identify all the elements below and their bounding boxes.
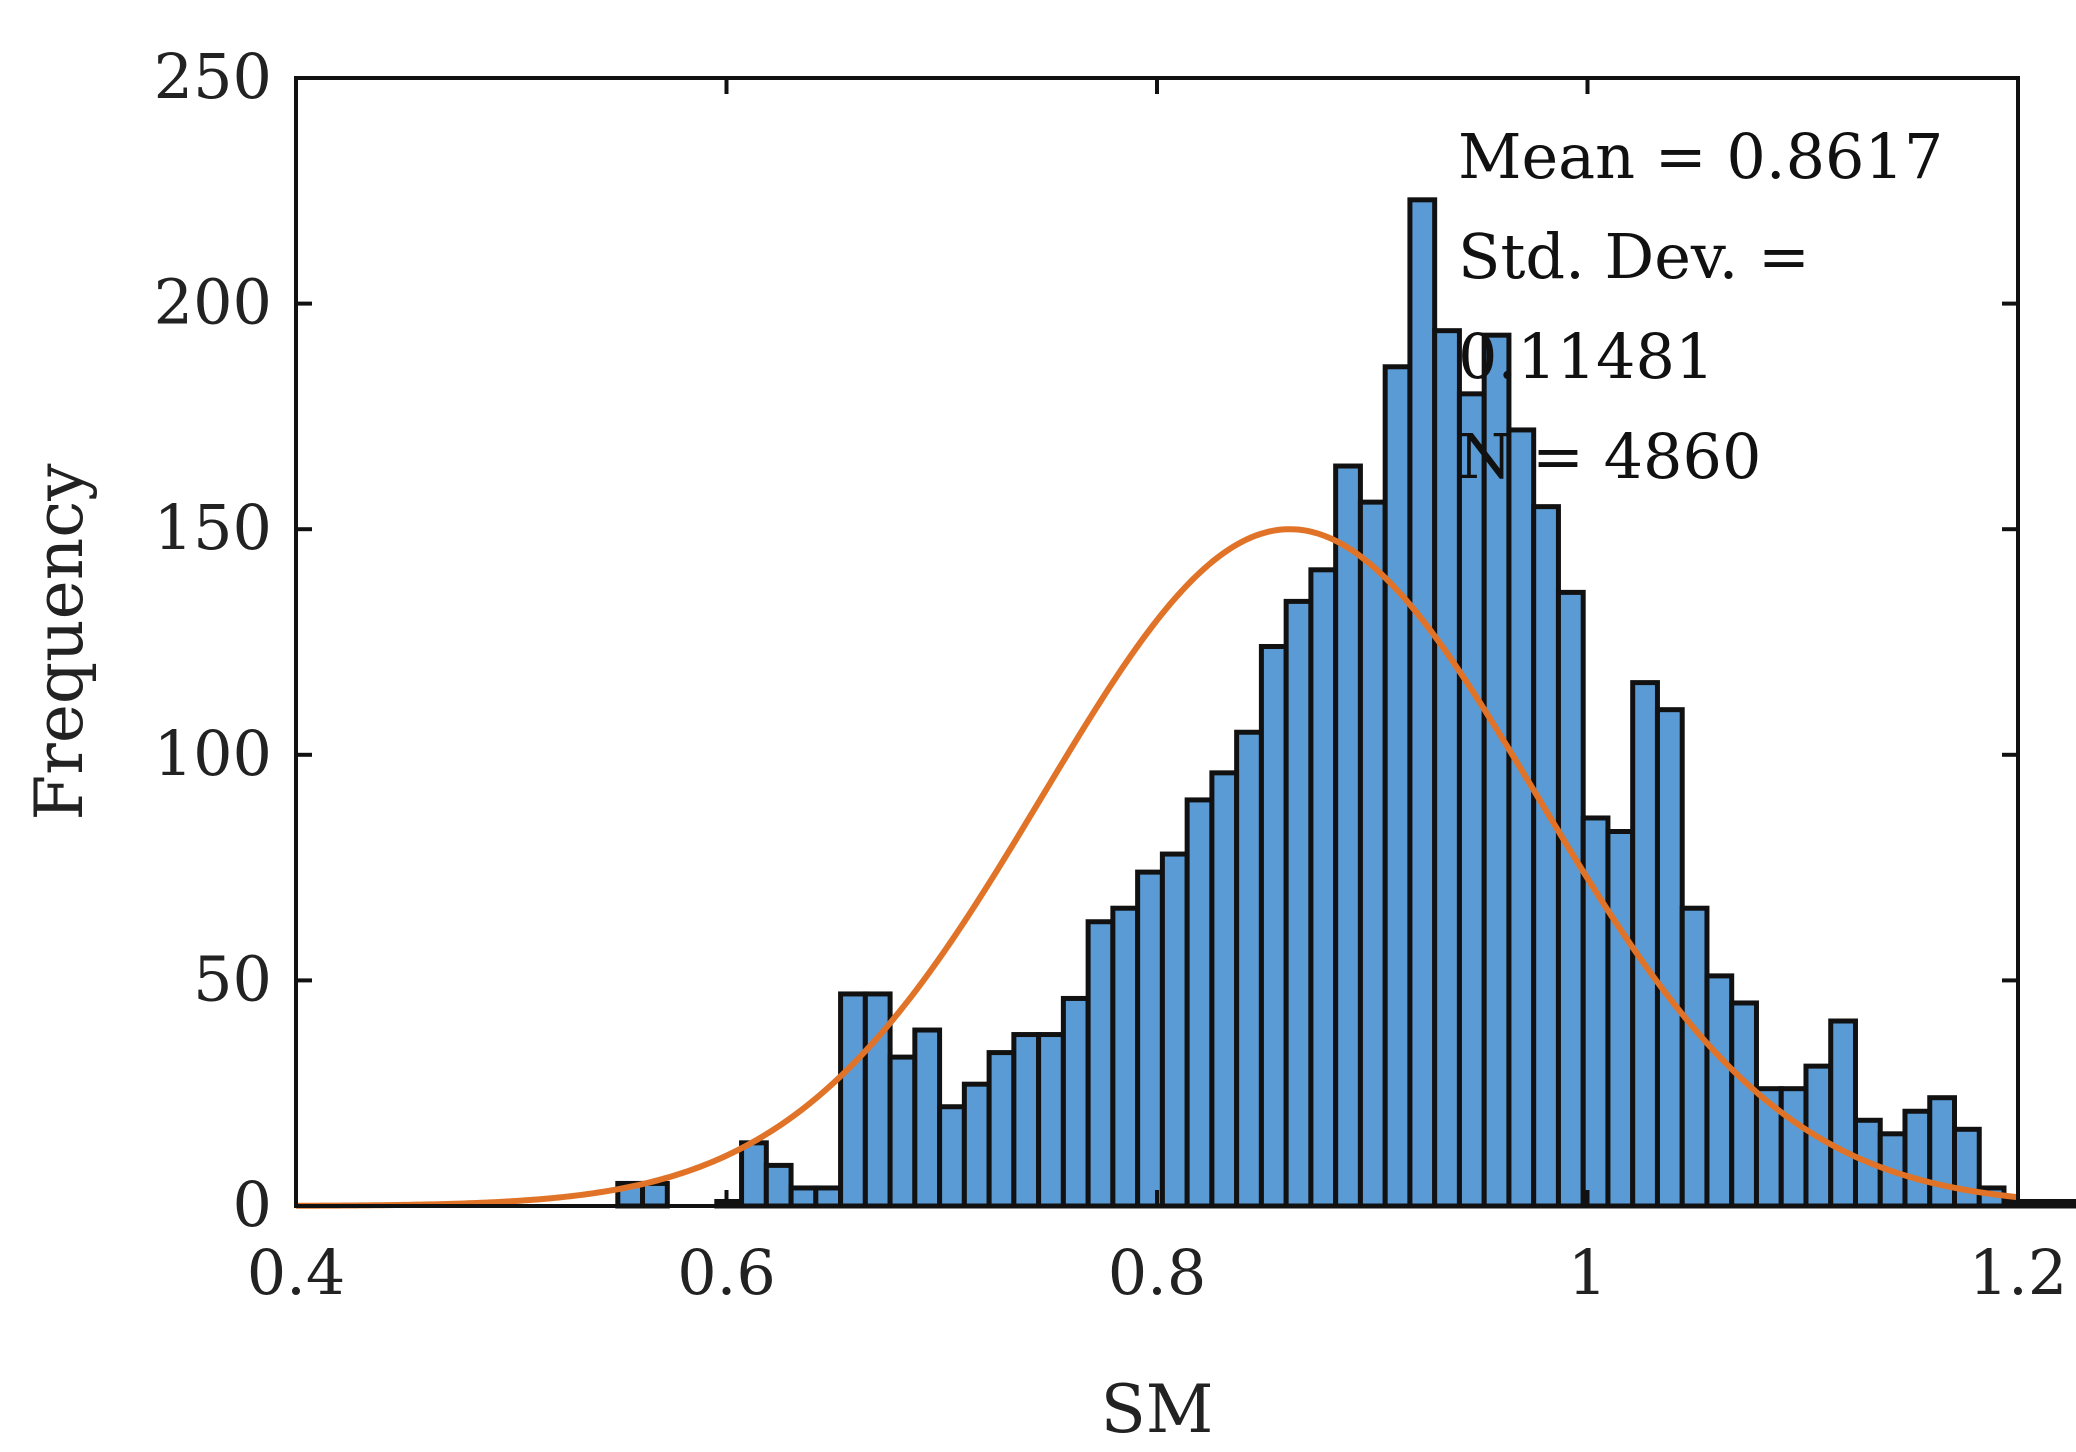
histogram-bar [2051,1198,2076,1209]
y-tick-label: 100 [154,717,272,790]
histogram-bar [986,1050,1017,1209]
histogram-bar [937,1104,967,1209]
stat-std-value: 0.11481 [1458,320,1714,393]
histogram-bars [615,197,2076,1209]
normal-fit-curve [295,526,2019,1209]
x-tick-label: 1 [1568,1236,1607,1309]
histogram-bar [1382,364,1413,1209]
stat-mean: Mean = 0.8617 [1458,120,1943,193]
histogram-bar [1283,598,1314,1209]
histogram-bar [1679,905,1710,1209]
stat-n: N = 4860 [1458,420,1761,493]
histogram-bar [1654,707,1685,1209]
histogram-bar [2026,1198,2057,1209]
histogram-bar [640,1180,670,1209]
histogram-bar [739,1140,769,1209]
histogram-bar [1333,463,1363,1209]
histogram-bar [912,1027,943,1209]
stat-std-label: Std. Dev. = [1458,220,1810,293]
histogram-bar [1159,851,1190,1209]
histogram-bar [1902,1108,1933,1209]
histogram-bar [1407,197,1438,1209]
plot-frame [294,76,2020,1208]
histogram-bar [1085,919,1116,1209]
histogram-bar [1060,995,1091,1209]
histogram-bar [838,991,868,1209]
x-axis-label: SM [1101,1371,1214,1448]
histogram-bar [1704,973,1735,1209]
histogram-bar [1605,829,1636,1209]
histogram-bar [961,1081,992,1209]
x-tick-label: 0.6 [677,1236,776,1309]
x-tick-label: 1.2 [1969,1236,2068,1309]
histogram-bar [1506,427,1537,1209]
histogram-bar [1184,797,1215,1209]
histogram-bar [1135,869,1165,1209]
histogram-bar [1432,328,1462,1209]
y-tick-label: 150 [154,491,272,564]
y-tick-label: 250 [154,40,272,113]
histogram-bar [813,1185,844,1209]
y-tick-label: 50 [193,942,272,1015]
histogram-bar [1110,905,1141,1209]
y-axis-label: Frequency [21,463,98,821]
histogram-bar [1729,1000,1759,1209]
histogram-bar [1011,1032,1042,1209]
stats-annotation: Mean = 0.8617 Std. Dev. = 0.11481 N = 48… [1458,120,1943,493]
x-tick-label: 0.8 [1108,1236,1207,1309]
histogram-bar [1828,1018,1858,1209]
y-tick-label: 0 [233,1168,272,1241]
tick-labels: 0.4 0.6 0.8 1 1.2 0 50 100 150 200 250 [154,40,2068,1309]
histogram-bar [1308,567,1339,1209]
histogram-bar [1531,504,1561,1209]
histogram-bar [1778,1086,1809,1209]
histogram-bar [1209,770,1240,1209]
histogram-bar [1357,499,1388,1209]
histogram-bar [1456,391,1487,1209]
histogram-bar [887,1054,918,1209]
histogram-bar [1258,644,1289,1209]
histogram-bar [763,1162,794,1209]
histogram-bar [1630,680,1660,1209]
histogram-bar [1555,589,1586,1209]
x-tick-label: 0.4 [247,1236,346,1309]
y-tick-label: 200 [154,266,272,339]
histogram-bar [1036,1032,1066,1209]
histogram-bar [1234,729,1264,1209]
histogram-bar [788,1185,819,1209]
